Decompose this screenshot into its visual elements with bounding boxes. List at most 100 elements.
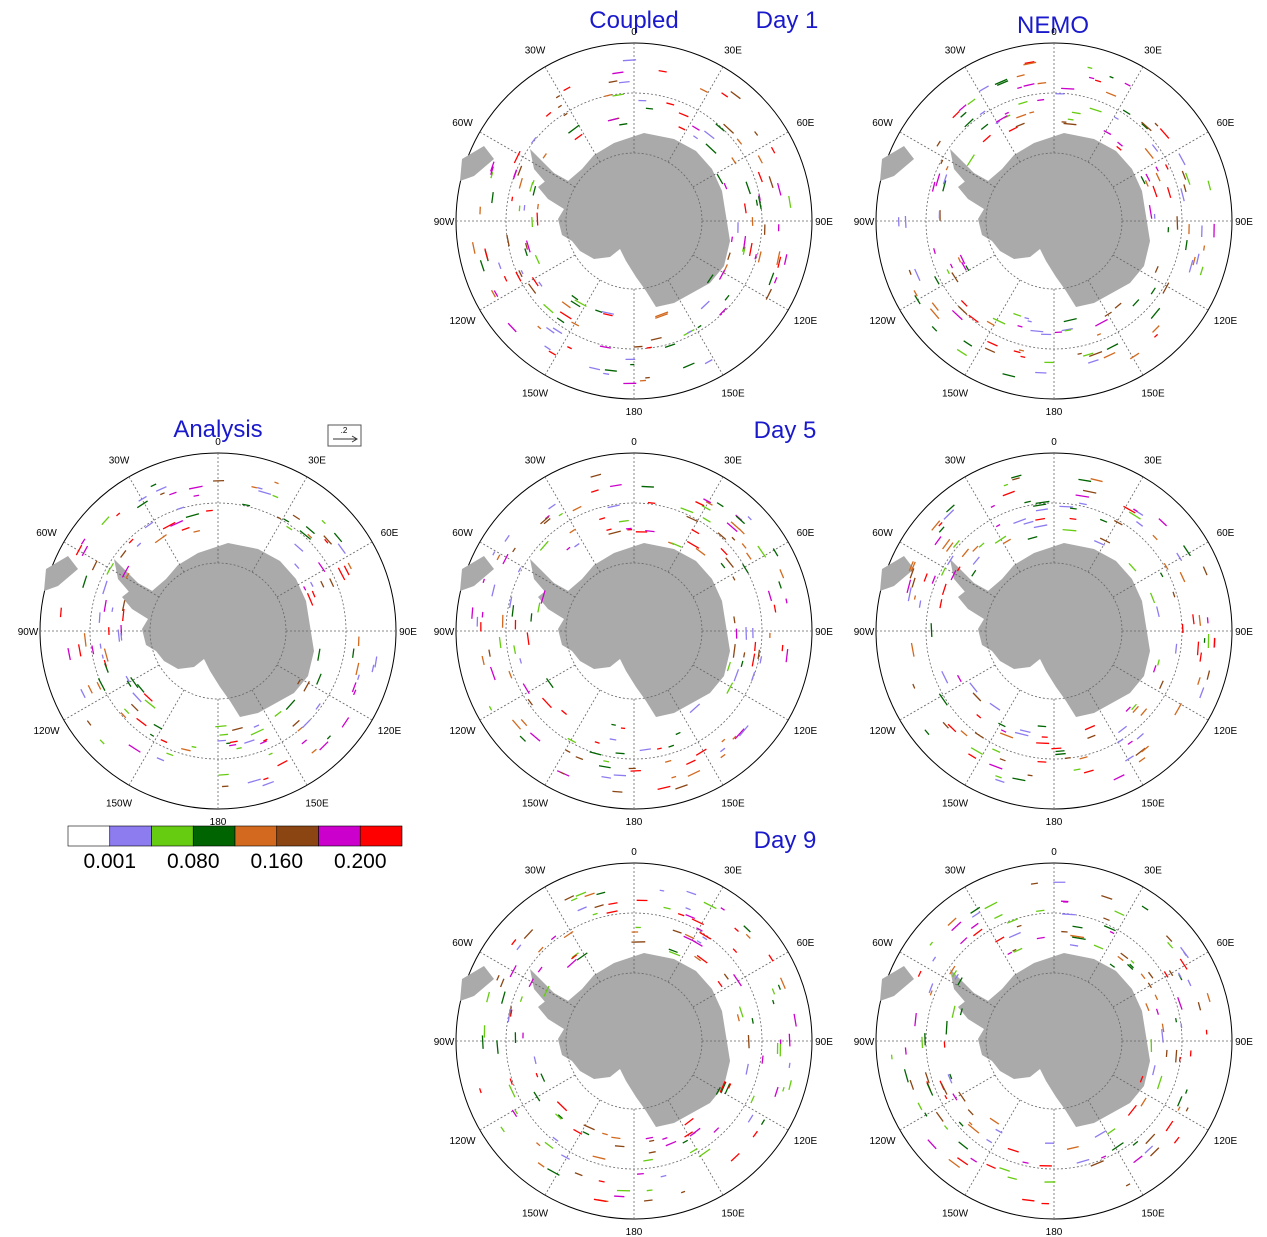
current-vector (1062, 914, 1075, 915)
longitude-label: 180 (1046, 817, 1063, 828)
reference-vector: .2 (328, 425, 361, 446)
current-vector (1180, 1057, 1181, 1062)
longitude-label: 150W (522, 388, 549, 399)
longitude-label: 30W (945, 46, 966, 57)
current-vector (1070, 508, 1077, 509)
current-vector (1204, 246, 1205, 251)
longitude-label: 120E (1214, 726, 1238, 737)
current-vector (615, 1146, 624, 1147)
longitude-label: 30W (109, 456, 130, 467)
current-vector (732, 237, 733, 242)
longitude-label: 120E (1214, 316, 1238, 327)
longitude-label: 30W (525, 46, 546, 57)
current-vector (782, 645, 783, 651)
current-vector (100, 644, 101, 649)
colorbar-label: 0.200 (334, 850, 387, 873)
current-vector (1176, 1050, 1177, 1063)
longitude-label: 120W (869, 1136, 896, 1147)
current-vector (1065, 758, 1071, 759)
longitude-label: 90E (815, 217, 833, 228)
longitude-label: 180 (626, 407, 643, 418)
current-vector (660, 890, 664, 891)
longitude-label: 150E (1141, 388, 1165, 399)
colorbar-box (360, 826, 402, 846)
reference-label: .2 (341, 426, 348, 435)
current-vector (646, 108, 653, 109)
current-vector (1061, 88, 1074, 89)
current-vector (614, 775, 626, 776)
current-vector (1068, 119, 1074, 120)
current-vector (472, 607, 473, 618)
current-vector (112, 608, 113, 612)
current-vector (616, 753, 625, 754)
current-vector (748, 1035, 749, 1048)
longitude-label: 120W (449, 316, 476, 327)
longitude-label: 60W (452, 528, 473, 539)
longitude-label: 150E (1141, 798, 1165, 809)
day-label: Day 1 (756, 7, 819, 34)
current-vector (206, 510, 213, 511)
longitude-label: 90W (854, 627, 875, 638)
polar-map: 030E60E90E120E150E180150W120W90W60W30W (434, 437, 834, 828)
longitude-label: 150W (942, 798, 969, 809)
colorbar-box (193, 826, 235, 846)
longitude-label: 60E (1217, 118, 1235, 129)
longitude-label: 90E (1235, 627, 1253, 638)
current-vector (102, 655, 103, 659)
current-vector (1028, 321, 1032, 322)
longitude-label: 0 (1051, 437, 1057, 448)
longitude-label: 90W (434, 627, 455, 638)
current-vector (1182, 624, 1183, 633)
longitude-label: 120E (378, 726, 402, 737)
longitude-label: 60E (1217, 528, 1235, 539)
current-vector (1059, 506, 1073, 507)
current-vector (1051, 748, 1061, 749)
current-vector (1055, 332, 1062, 333)
current-vector (614, 1196, 624, 1197)
longitude-label: 30E (724, 866, 742, 877)
current-vector (1181, 1023, 1182, 1028)
longitude-label: 90W (434, 1037, 455, 1048)
current-vector (905, 1047, 906, 1054)
longitude-label: 150W (522, 798, 549, 809)
longitude-label: 30W (525, 866, 546, 877)
longitude-label: 120W (33, 726, 60, 737)
current-vector (931, 623, 932, 637)
longitude-label: 120E (1214, 1136, 1238, 1147)
current-vector (217, 740, 226, 741)
current-vector (762, 1056, 763, 1064)
current-vector (121, 633, 122, 641)
longitude-label: 180 (1046, 1227, 1063, 1237)
current-vector (537, 213, 538, 226)
longitude-label: 0 (1051, 27, 1057, 38)
longitude-label: 120W (869, 316, 896, 327)
longitude-label: 60W (872, 118, 893, 129)
colorbar-box (68, 826, 110, 846)
current-vector (1038, 726, 1046, 727)
colorbar-box (152, 826, 194, 846)
longitude-label: 120W (449, 726, 476, 737)
colorbar-box (277, 826, 319, 846)
longitude-label: 180 (626, 1227, 643, 1237)
longitude-label: 90E (399, 627, 417, 638)
longitude-label: 150W (522, 1208, 549, 1219)
current-vector (1207, 617, 1208, 623)
longitude-label: 90E (815, 627, 833, 638)
longitude-label: 60W (872, 528, 893, 539)
current-vector (611, 724, 615, 725)
current-vector (789, 1063, 790, 1068)
longitude-label: 150W (942, 388, 969, 399)
longitude-label: 180 (1046, 407, 1063, 418)
current-vector (1036, 743, 1049, 744)
current-vector (946, 1021, 947, 1035)
longitude-label: 120E (794, 1136, 818, 1147)
longitude-label: 0 (631, 437, 637, 448)
longitude-label: 0 (631, 847, 637, 858)
longitude-label: 90W (854, 217, 875, 228)
colorbar-label: 0.080 (167, 850, 220, 873)
longitude-label: 150E (721, 1208, 745, 1219)
current-vector (648, 503, 655, 504)
current-vector (532, 217, 533, 227)
current-vector (60, 608, 61, 617)
